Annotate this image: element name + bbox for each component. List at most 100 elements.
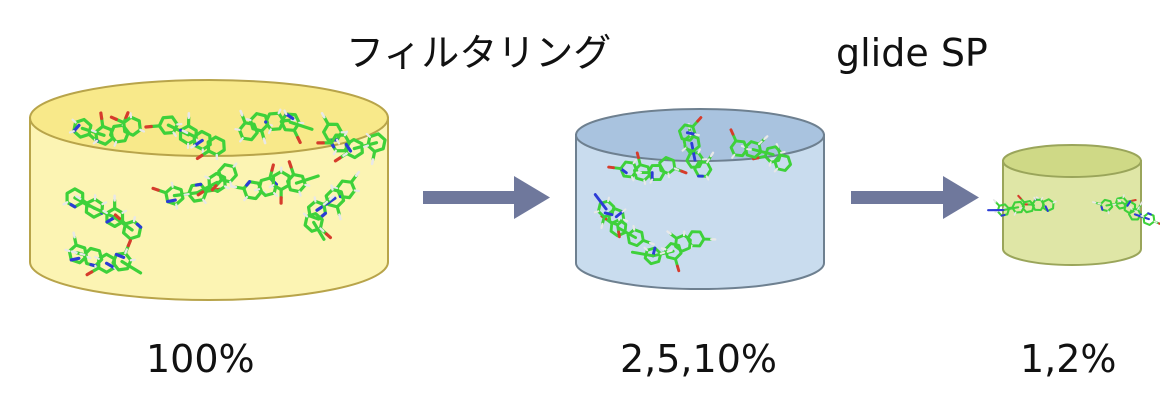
molecule-bond (614, 210, 624, 219)
molecule-bond (124, 111, 130, 120)
molecule (987, 194, 1057, 217)
molecule-bond (302, 212, 309, 218)
molecule-bond (99, 111, 104, 120)
arrow-head (514, 176, 550, 219)
molecule-bond (328, 195, 335, 201)
molecule-bond (335, 138, 341, 145)
molecule-bond (344, 142, 353, 153)
molecule (316, 112, 387, 166)
molecule (64, 231, 143, 277)
molecule-bond (70, 250, 78, 254)
molecule-bond (335, 205, 341, 217)
molecule-bond (1139, 201, 1143, 206)
molecule-bond (183, 192, 190, 196)
molecule-bond (172, 131, 177, 137)
molecule-bond (649, 178, 654, 184)
molecule-bond (272, 191, 279, 198)
molecule-bond (332, 149, 337, 156)
molecule (230, 160, 320, 205)
molecule-bond (667, 172, 670, 179)
molecule-bond (632, 225, 636, 231)
percent-label-all: 100% (146, 337, 255, 381)
molecule-bond (240, 113, 247, 125)
molecule (62, 187, 143, 241)
molecule-bond (370, 158, 375, 166)
molecule-bond (109, 115, 118, 121)
molecule-bond (85, 255, 92, 260)
database-cylinder-top (1002, 144, 1142, 178)
molecule-bond (1147, 212, 1152, 216)
molecule-bond (204, 175, 211, 180)
molecule-bond (268, 183, 275, 189)
molecule-bond (1091, 201, 1097, 204)
molecule-bond (338, 213, 342, 221)
molecule-bond (1002, 206, 1020, 212)
molecule-bond (253, 188, 261, 192)
molecule-bond (1140, 215, 1145, 218)
molecule-bond (175, 203, 179, 210)
molecule-bond (282, 118, 294, 123)
database-filtered-compounds (575, 108, 825, 290)
molecule-bond (696, 116, 703, 123)
molecule (607, 151, 688, 185)
molecule-bond (635, 151, 640, 160)
molecule-bond (641, 238, 652, 245)
arrow-shaft (851, 191, 946, 204)
step-label-docking: glide SP (836, 31, 988, 75)
molecule (68, 111, 146, 147)
molecule-bond (1019, 207, 1024, 210)
molecule-bond (607, 165, 615, 170)
molecule-bond (709, 151, 715, 158)
molecule-bond (1131, 198, 1137, 202)
molecule-bond (234, 185, 246, 191)
molecule-bond (685, 131, 697, 136)
molecule-bond (166, 123, 190, 137)
molecule-bond (324, 232, 333, 240)
molecule-bond (270, 163, 275, 172)
molecule-bond (234, 128, 241, 131)
molecule-bond (1153, 220, 1158, 224)
molecule-bond (1000, 213, 1006, 217)
molecule-bond (1129, 206, 1133, 211)
molecule-bond (304, 183, 311, 187)
molecule-bond (319, 227, 325, 233)
molecule-bond (600, 222, 604, 230)
molecule (302, 170, 361, 241)
molecule-bond (170, 181, 174, 188)
molecule-bond (616, 226, 638, 240)
molecule-bond (1013, 211, 1017, 216)
molecule-bond (994, 200, 1001, 207)
molecule-bond (343, 130, 349, 137)
molecule-bond (729, 128, 735, 136)
database-cylinder-body (1002, 160, 1142, 266)
molecule-bond (120, 259, 143, 275)
molecule-bond (113, 213, 122, 221)
molecule (151, 162, 238, 210)
molecule-bond (298, 190, 302, 197)
molecule-bond (294, 174, 320, 185)
molecule-bond (139, 128, 146, 133)
molecule-bond (1097, 202, 1102, 205)
molecule-bond (1112, 203, 1117, 206)
molecule (630, 230, 717, 273)
molecule-bond (622, 218, 629, 223)
molecule-bond (349, 174, 358, 184)
percent-label-filtered: 2,5,10% (620, 337, 777, 381)
molecule-bond (675, 264, 681, 273)
molecule-bond (245, 117, 252, 122)
molecule-bond (1119, 200, 1126, 206)
molecule-bond (75, 194, 82, 201)
molecule-ring (743, 140, 763, 159)
molecule-bond (72, 235, 78, 247)
molecule-bond (104, 261, 116, 270)
molecule-bond (124, 248, 128, 255)
molecule-bond (190, 144, 196, 149)
molecule-bond (694, 133, 700, 137)
molecule-bond (277, 108, 282, 115)
molecule-bond (607, 196, 610, 203)
molecule-bond (194, 182, 203, 187)
molecule (144, 111, 226, 161)
molecule-bond (362, 144, 370, 148)
molecule (234, 108, 314, 145)
molecule-bond (681, 147, 687, 152)
